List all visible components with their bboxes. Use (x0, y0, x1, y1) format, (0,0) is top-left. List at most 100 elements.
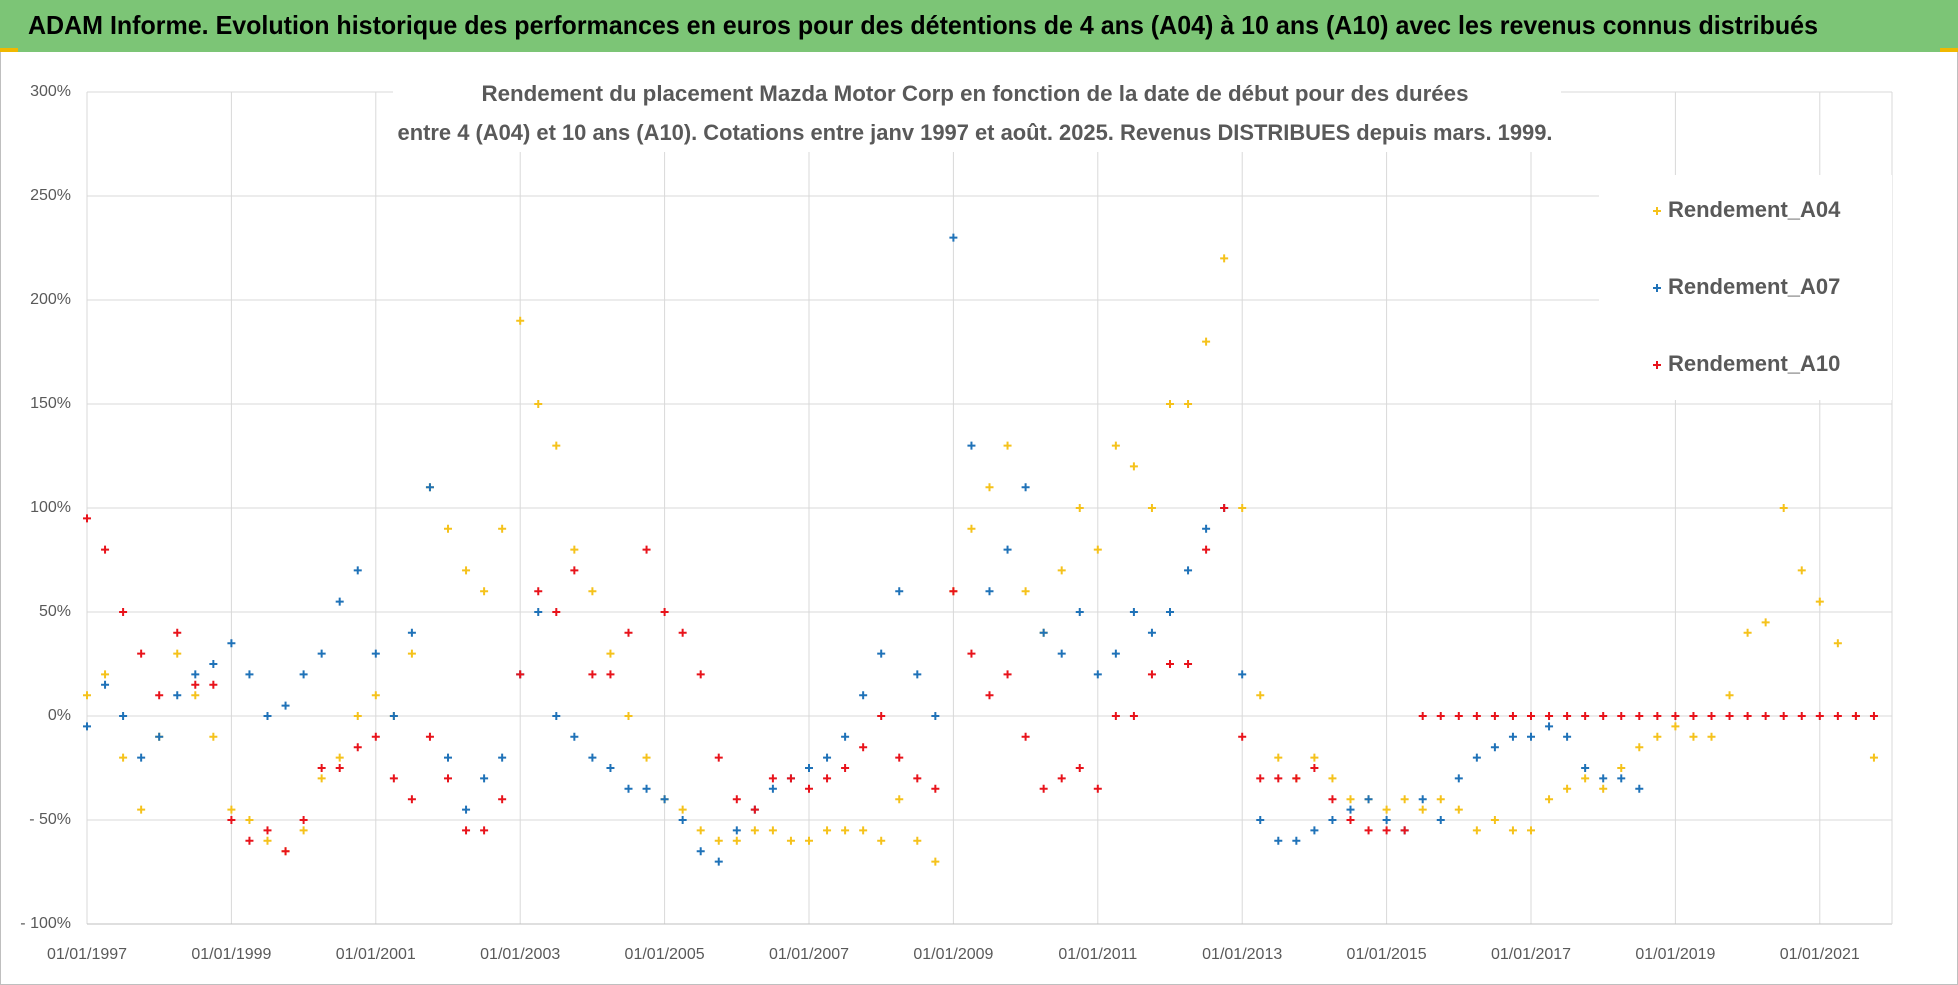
x-tick-label: 01/01/2009 (913, 946, 993, 963)
point (1527, 732, 1535, 741)
point (895, 753, 904, 762)
point (823, 774, 832, 783)
point (534, 608, 543, 616)
point (534, 587, 543, 596)
point (1057, 649, 1066, 658)
point (1075, 608, 1084, 616)
point (335, 597, 344, 606)
point (407, 628, 416, 637)
point (155, 691, 164, 700)
point (191, 691, 200, 700)
point (823, 753, 832, 762)
point (895, 587, 904, 596)
x-tick-label: 01/01/2005 (625, 946, 705, 963)
point (1436, 795, 1445, 804)
plot-area: - 100% - 50% 0% 50% 100% 150% 200% 250% 300% 01/0… (20, 83, 1893, 963)
y-tick-label: 150% (30, 395, 71, 412)
x-tick-label: 01/01/2017 (1491, 946, 1571, 963)
point (985, 691, 994, 700)
point (1581, 774, 1590, 783)
point (1599, 774, 1608, 783)
point (83, 691, 91, 700)
point (1310, 753, 1319, 762)
point (732, 826, 741, 835)
point (173, 649, 182, 658)
point (245, 836, 254, 845)
point (570, 732, 579, 741)
point (209, 680, 218, 689)
point (1057, 566, 1066, 575)
point (588, 670, 597, 679)
point (1653, 732, 1662, 741)
point (1184, 400, 1193, 408)
point (1346, 816, 1355, 824)
point (1545, 722, 1554, 731)
point (1021, 483, 1030, 492)
point (1111, 712, 1120, 720)
point (877, 712, 886, 720)
point (498, 753, 507, 762)
point (1147, 504, 1156, 512)
point (516, 670, 525, 679)
point (1202, 337, 1211, 346)
point (444, 753, 452, 762)
point (714, 753, 723, 762)
point (1689, 712, 1698, 720)
point (1653, 712, 1662, 720)
point (823, 826, 832, 835)
point (101, 670, 110, 679)
legend: Rendement_A04 Rendement_A07 Rendement_A10 (1599, 175, 1892, 400)
point (1815, 712, 1824, 720)
point (516, 316, 525, 325)
point (1400, 795, 1409, 804)
legend-label: Rendement_A04 (1668, 197, 1841, 222)
point (1833, 712, 1842, 720)
point (805, 764, 813, 772)
point (299, 670, 308, 679)
point (1563, 784, 1572, 793)
point (859, 691, 868, 700)
point (353, 566, 362, 575)
y-tick-label: 200% (30, 291, 71, 308)
y-tick-label: 50% (39, 603, 71, 620)
point (606, 764, 615, 772)
point (353, 743, 362, 752)
point (1581, 712, 1590, 720)
title-box (393, 74, 1561, 152)
point (1599, 712, 1608, 720)
point (389, 774, 398, 783)
point (371, 649, 380, 658)
point (1274, 774, 1283, 783)
point (1418, 712, 1427, 720)
point (624, 712, 633, 720)
point (786, 836, 795, 845)
point (1454, 712, 1463, 720)
x-tick-label: 01/01/2003 (480, 946, 560, 963)
point (931, 857, 940, 866)
point (137, 753, 146, 762)
point (570, 545, 579, 554)
point (913, 774, 922, 783)
corner (1940, 48, 1958, 52)
point (768, 826, 777, 835)
point (570, 566, 579, 575)
point (1003, 545, 1012, 554)
point (1527, 712, 1535, 720)
x-tick-label: 01/01/2021 (1780, 946, 1860, 963)
point (1707, 712, 1716, 720)
point (371, 691, 380, 700)
point (1635, 743, 1644, 752)
x-tick-label: 01/01/2015 (1347, 946, 1427, 963)
point (155, 732, 164, 741)
point (1202, 545, 1211, 554)
point (1743, 712, 1752, 720)
x-tick-label: 01/01/2019 (1635, 946, 1715, 963)
point (1869, 712, 1878, 720)
point (913, 836, 922, 845)
point (805, 836, 813, 845)
point (1328, 816, 1337, 824)
point (462, 566, 471, 575)
point (119, 753, 128, 762)
header-bar (0, 0, 1958, 52)
point (227, 805, 236, 814)
